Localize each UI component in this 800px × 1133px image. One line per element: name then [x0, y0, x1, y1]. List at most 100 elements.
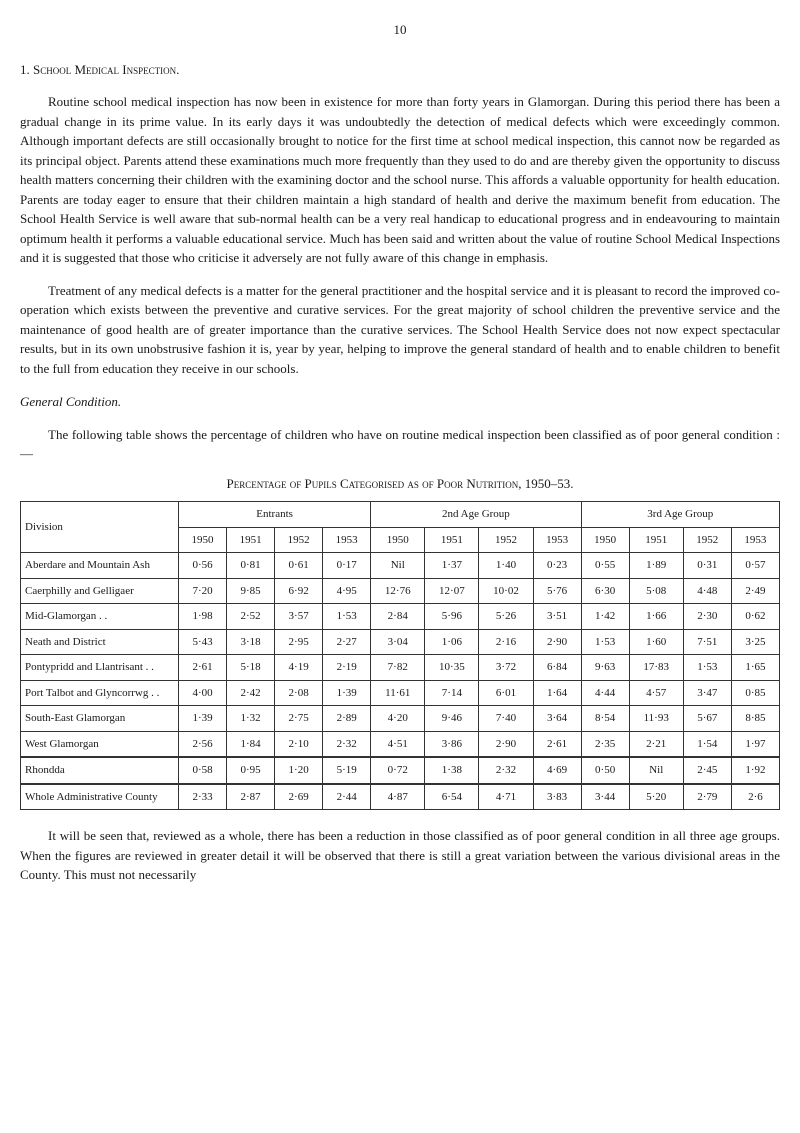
data-cell: 2·19: [323, 655, 371, 681]
data-cell: 7·51: [683, 629, 731, 655]
year-header: 1953: [731, 527, 779, 553]
data-cell: 1·84: [227, 731, 275, 757]
data-cell: 1·97: [731, 731, 779, 757]
table-row: Aberdare and Mountain Ash0·560·810·610·1…: [21, 553, 780, 579]
data-cell: 1·53: [323, 604, 371, 630]
data-cell: 2·32: [479, 757, 533, 784]
division-label: Port Talbot and Glyncorrwg . .: [21, 680, 179, 706]
group-header-entrants: Entrants: [179, 502, 371, 528]
data-cell: Nil: [371, 553, 425, 579]
section-title: School Medical Inspection.: [33, 62, 179, 77]
data-cell: 2·30: [683, 604, 731, 630]
data-cell: 4·44: [581, 680, 629, 706]
data-cell: 2·79: [683, 784, 731, 810]
data-cell: 1·66: [629, 604, 683, 630]
division-label: Aberdare and Mountain Ash: [21, 553, 179, 579]
data-cell: 1·65: [731, 655, 779, 681]
data-cell: 0·62: [731, 604, 779, 630]
data-cell: 1·38: [425, 757, 479, 784]
data-cell: 7·40: [479, 706, 533, 732]
data-cell: 17·83: [629, 655, 683, 681]
data-cell: 1·40: [479, 553, 533, 579]
data-cell: 2·52: [227, 604, 275, 630]
data-cell: 1·39: [323, 680, 371, 706]
data-cell: 2·6: [731, 784, 779, 810]
data-cell: 6·01: [479, 680, 533, 706]
division-label: South-East Glamorgan: [21, 706, 179, 732]
page-number: 10: [20, 20, 780, 40]
data-cell: 2·61: [179, 655, 227, 681]
year-header: 1952: [275, 527, 323, 553]
data-cell: 3·25: [731, 629, 779, 655]
data-cell: 2·08: [275, 680, 323, 706]
year-header: 1950: [179, 527, 227, 553]
footnote: It will be seen that, reviewed as a whol…: [20, 826, 780, 885]
data-cell: 3·72: [479, 655, 533, 681]
data-cell: 0·57: [731, 553, 779, 579]
data-cell: 1·53: [683, 655, 731, 681]
year-header: 1950: [581, 527, 629, 553]
data-cell: 3·44: [581, 784, 629, 810]
year-header: 1951: [425, 527, 479, 553]
table-row: Caerphilly and Gelligaer7·209·856·924·95…: [21, 578, 780, 604]
paragraph-1: Routine school medical inspection has no…: [20, 92, 780, 268]
paragraph-2: Treatment of any medical defects is a ma…: [20, 281, 780, 379]
year-header: 1953: [533, 527, 581, 553]
data-cell: 2·33: [179, 784, 227, 810]
data-cell: 0·81: [227, 553, 275, 579]
data-cell: 4·19: [275, 655, 323, 681]
data-cell: 1·53: [581, 629, 629, 655]
nutrition-table: Division Entrants 2nd Age Group 3rd Age …: [20, 501, 780, 810]
data-cell: 2·90: [479, 731, 533, 757]
data-cell: 5·67: [683, 706, 731, 732]
section-number: 1.: [20, 62, 30, 77]
year-header: 1950: [371, 527, 425, 553]
data-cell: 1·32: [227, 706, 275, 732]
data-cell: 0·31: [683, 553, 731, 579]
group-header-3rd: 3rd Age Group: [581, 502, 779, 528]
data-cell: 0·17: [323, 553, 371, 579]
data-cell: 2·27: [323, 629, 371, 655]
data-cell: 0·58: [179, 757, 227, 784]
data-cell: 6·92: [275, 578, 323, 604]
division-label: West Glamorgan: [21, 731, 179, 757]
paragraph-3: The following table shows the percentage…: [20, 425, 780, 464]
division-label: Caerphilly and Gelligaer: [21, 578, 179, 604]
data-cell: 5·96: [425, 604, 479, 630]
data-cell: 1·39: [179, 706, 227, 732]
table-row: South-East Glamorgan1·391·322·752·894·20…: [21, 706, 780, 732]
data-cell: 7·20: [179, 578, 227, 604]
section-heading-row: 1. School Medical Inspection.: [20, 60, 780, 80]
data-cell: 4·20: [371, 706, 425, 732]
data-cell: 0·50: [581, 757, 629, 784]
data-cell: 4·57: [629, 680, 683, 706]
data-cell: 7·82: [371, 655, 425, 681]
data-cell: 2·89: [323, 706, 371, 732]
data-cell: 9·63: [581, 655, 629, 681]
data-cell: 4·51: [371, 731, 425, 757]
data-cell: 0·56: [179, 553, 227, 579]
group-header-2nd: 2nd Age Group: [371, 502, 581, 528]
data-cell: 2·87: [227, 784, 275, 810]
data-cell: 2·35: [581, 731, 629, 757]
data-cell: 4·69: [533, 757, 581, 784]
data-cell: 11·93: [629, 706, 683, 732]
division-header: Division: [21, 502, 179, 553]
table-title: Percentage of Pupils Categorised as of P…: [20, 474, 780, 494]
data-cell: 3·86: [425, 731, 479, 757]
year-header: 1952: [479, 527, 533, 553]
data-cell: 1·42: [581, 604, 629, 630]
data-cell: 0·72: [371, 757, 425, 784]
data-cell: 5·43: [179, 629, 227, 655]
data-cell: 1·92: [731, 757, 779, 784]
data-cell: 3·83: [533, 784, 581, 810]
data-cell: 1·54: [683, 731, 731, 757]
data-cell: 2·90: [533, 629, 581, 655]
data-cell: 2·61: [533, 731, 581, 757]
data-cell: 4·00: [179, 680, 227, 706]
division-label: Pontypridd and Llantrisant . .: [21, 655, 179, 681]
data-cell: 6·54: [425, 784, 479, 810]
division-label: Neath and District: [21, 629, 179, 655]
data-cell: 5·76: [533, 578, 581, 604]
year-header: 1951: [629, 527, 683, 553]
